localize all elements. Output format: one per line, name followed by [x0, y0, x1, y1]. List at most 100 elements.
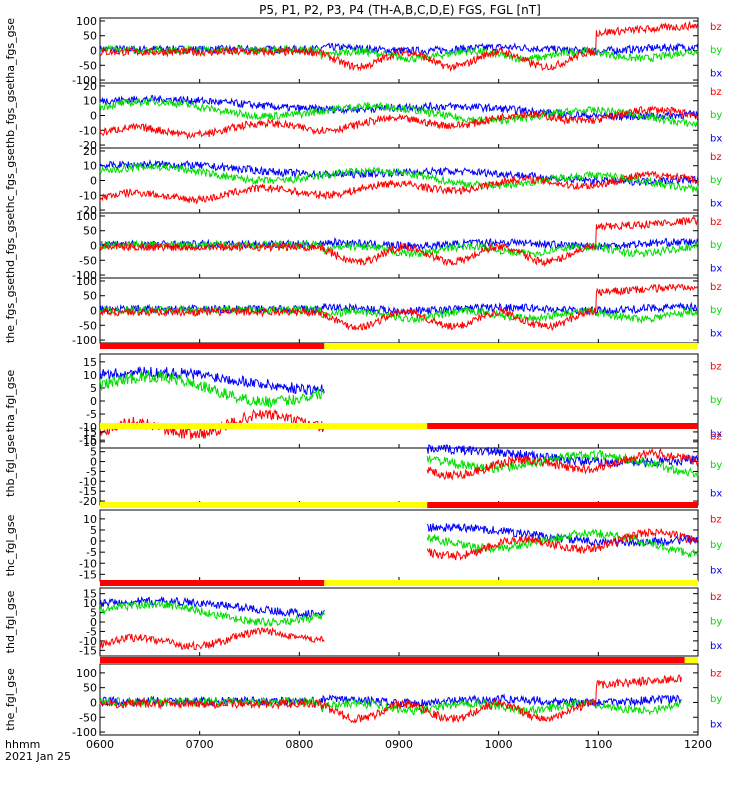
mode-bar-segment — [684, 657, 698, 663]
panel-frame — [99, 147, 699, 214]
panel-thc_fgs_gse: 20 10 0-10 -20 thc_fgs_gse bz by bx — [4, 145, 722, 217]
mode-bar-segment — [427, 423, 698, 429]
y-tick-label: 0 — [90, 696, 97, 709]
y-axis-label: tha_fgs_gse — [4, 18, 17, 83]
series-by — [99, 97, 699, 128]
legend-bz: bz — [710, 515, 722, 526]
y-tick-label: -5 — [86, 625, 97, 638]
y-tick-label: -10 — [79, 189, 97, 202]
panel-thd_fgs_gse: 100 50 0-50 -100 thd_fgs_gse bz by bx — [4, 210, 722, 282]
y-tick-label: 0 — [90, 616, 97, 629]
y-axis-label: thc_fgs_gse — [4, 148, 17, 213]
y-tick-label: 50 — [83, 290, 97, 303]
legend-bz: bz — [710, 87, 722, 98]
legend-bz: bz — [710, 592, 722, 603]
series-bx — [99, 159, 699, 187]
legend-bz: bz — [710, 669, 722, 680]
y-tick-label: 0 — [90, 535, 97, 548]
x-axis: 0600 0700 0800 0900 1000 1100 1200 — [86, 738, 712, 751]
series-by — [99, 369, 325, 409]
y-tick-label: -100 — [72, 269, 97, 282]
series-bz — [99, 216, 699, 268]
y-tick-label: -100 — [72, 726, 97, 739]
legend-by: by — [710, 694, 722, 705]
y-tick-label: -20 — [79, 139, 97, 152]
y-tick-label: 0 — [90, 175, 97, 188]
y-tick-label: 5 — [90, 446, 97, 459]
panel-thb_fgs_gse: 20 10 0-10 -20 thb_fgs_gse bz by bx — [4, 80, 722, 152]
date-label: 2021 Jan 25 — [5, 750, 71, 763]
series-bz — [99, 626, 325, 651]
x-tick-label: 1000 — [485, 738, 513, 751]
y-tick-label: 50 — [83, 225, 97, 238]
y-tick-label: -10 — [79, 421, 97, 434]
legend-by: by — [710, 110, 722, 121]
x-tick-label: 0600 — [86, 738, 114, 751]
y-tick-label: 0 — [90, 45, 97, 58]
series-bz — [99, 170, 699, 205]
y-tick-label: 20 — [83, 145, 97, 158]
series-bz — [99, 408, 325, 440]
mode-bars — [100, 343, 698, 663]
y-tick-label: 50 — [83, 682, 97, 695]
y-tick-label: 10 — [83, 513, 97, 526]
legend-bx: bx — [710, 429, 722, 440]
legend-by: by — [710, 240, 722, 251]
y-tick-label: 15 — [83, 356, 97, 369]
y-tick-label: -5 — [86, 465, 97, 478]
legend-by: by — [710, 540, 722, 551]
y-tick-label: 5 — [90, 382, 97, 395]
mode-bar-segment — [100, 423, 428, 429]
mode-bar-segment — [100, 343, 325, 349]
legend-bx: bx — [710, 566, 722, 577]
legend-bz: bz — [710, 217, 722, 228]
x-axis-label: hhmm — [5, 738, 40, 751]
y-tick-label: 0 — [90, 395, 97, 408]
y-axis-label: the_fgl_gse — [4, 668, 17, 731]
series-by — [426, 527, 699, 559]
y-tick-label: -15 — [79, 485, 97, 498]
series-bz — [99, 105, 699, 140]
mode-bar-segment — [100, 502, 428, 508]
y-tick-label: -10 — [79, 635, 97, 648]
series-bz — [99, 674, 682, 724]
x-tick-label: 1100 — [584, 738, 612, 751]
y-tick-label: 100 — [76, 667, 97, 680]
series-bx — [99, 365, 325, 396]
y-tick-label: -10 — [79, 475, 97, 488]
y-tick-label: 15 — [83, 426, 97, 439]
legend-bx: bx — [710, 199, 722, 210]
series-by — [99, 239, 699, 259]
series-by — [99, 304, 699, 325]
y-axis-label: tha_fgl_gse — [4, 370, 17, 433]
mode-bar-segment — [324, 343, 698, 349]
y-tick-label: 0 — [90, 240, 97, 253]
y-tick-label: 100 — [76, 210, 97, 223]
y-axis-label: thb_fgs_gse — [4, 83, 17, 149]
legend-by: by — [710, 175, 722, 186]
legend-by: by — [710, 617, 722, 628]
legend-bx: bx — [710, 69, 722, 80]
legend-by: by — [710, 305, 722, 316]
series-bz — [99, 20, 699, 73]
y-tick-label: 20 — [83, 80, 97, 93]
panel-frame — [99, 425, 699, 506]
panel-tha_fgs_gse: 100 50 0-50 -100 tha_fgs_gse bz by bx — [4, 15, 722, 87]
series-bz — [426, 527, 699, 562]
panel-frame — [99, 353, 699, 449]
y-axis-label: thc_fgl_gse — [4, 514, 17, 576]
legend-bx: bx — [710, 488, 722, 499]
y-tick-label: 5 — [90, 524, 97, 537]
series-by — [426, 449, 699, 478]
x-tick-label: 1200 — [684, 738, 712, 751]
legend-by: by — [710, 395, 722, 406]
y-axis-label: thb_fgl_gse — [4, 434, 17, 497]
panel-the_fgs_gse: 100 50 0-50 -100 the_fgs_gse bz by bx — [4, 275, 722, 347]
legend-bz: bz — [710, 282, 722, 293]
